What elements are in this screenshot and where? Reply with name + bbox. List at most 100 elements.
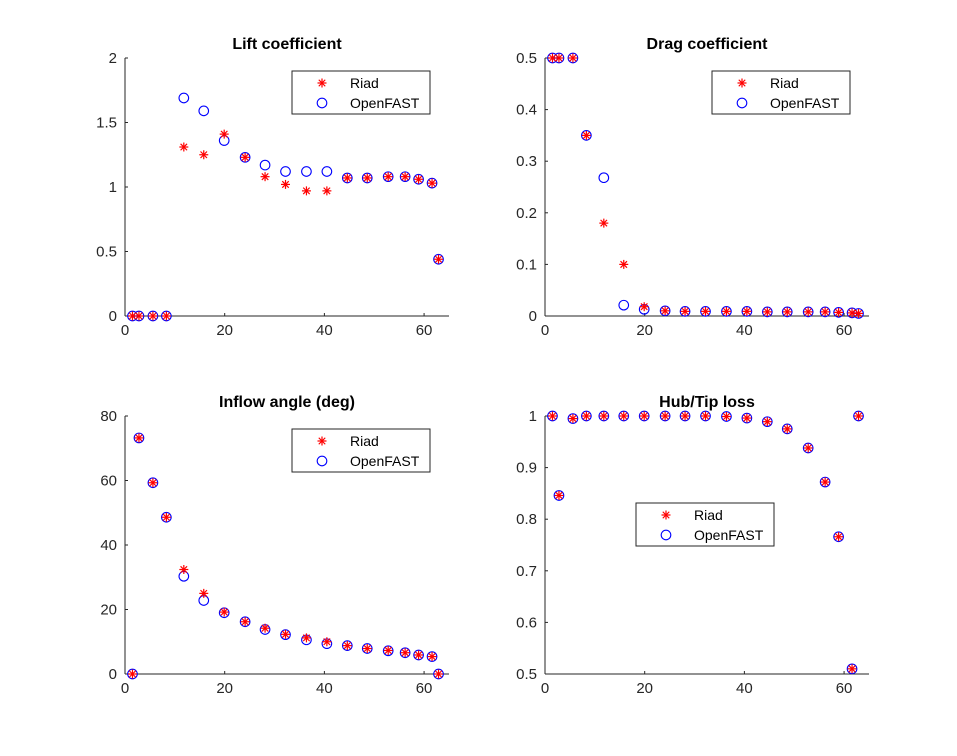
series-openfast [547,410,864,675]
data-point [383,645,393,655]
legend-marker-openfast [316,455,328,467]
x-tick-label: 40 [316,322,333,339]
data-point [426,651,438,662]
data-point [660,306,670,316]
data-point [280,166,291,177]
x-tick-label: 40 [316,680,333,697]
data-point [854,308,864,318]
data-point [413,173,424,185]
data-point [701,306,711,316]
data-point [281,179,291,189]
legend-label: Riad [694,507,723,523]
y-tick-label: 0.6 [516,614,537,631]
data-point [553,490,565,501]
data-point [127,668,138,680]
data-point [134,311,144,321]
data-point [239,616,251,628]
data-point [433,253,444,265]
data-point [854,411,864,421]
data-point [680,411,690,421]
data-point [581,130,591,140]
data-point [148,311,158,321]
data-point [400,172,410,182]
y-tick-label: 20 [100,602,117,619]
data-point [179,142,189,152]
data-point [721,306,732,317]
y-tick-label: 1.5 [96,115,117,132]
data-point [427,178,437,188]
legend: Riad OpenFAST [291,70,431,115]
data-point [802,306,814,318]
x-tick-label: 60 [416,680,433,697]
legend-box [291,428,431,473]
data-point [639,302,649,312]
data-point [179,565,189,575]
data-point [618,410,630,422]
data-point [568,53,578,63]
x-tick-label: 20 [636,322,653,339]
data-point [761,416,773,428]
data-point [161,310,172,322]
data-point [568,414,578,424]
legend-marker-riad [317,78,327,88]
x-tick-label: 40 [736,322,753,339]
data-point [741,412,753,424]
data-point [434,669,444,679]
data-point [567,413,579,424]
series-openfast [127,432,444,680]
x-tick-label: 60 [416,322,433,339]
legend-box [711,70,851,115]
legend-box [291,70,431,115]
chart-title: Drag coefficient [647,36,769,53]
legend-label: OpenFAST [694,527,764,543]
x-tick-label: 20 [636,680,653,697]
legend-label: Riad [770,75,799,91]
data-point [383,172,393,182]
x-tick-label: 20 [216,322,233,339]
y-tick-label: 0.7 [516,563,537,580]
chart-panel-2: Drag coefficient 0 20 40 60 0 0.1 0.2 0.3 0.4 0.5 R… [516,36,869,339]
data-point [599,411,609,421]
x-tick-label: 60 [836,680,853,697]
data-point [547,410,558,422]
legend: Riad OpenFAST [711,70,851,115]
y-tick-label: 0.3 [516,153,537,170]
data-point [399,647,411,659]
data-point [382,171,394,183]
y-tick-label: 0 [109,666,117,683]
y-tick-label: 0.5 [96,244,117,261]
y-tick-label: 0.4 [516,102,537,119]
data-point [321,166,333,177]
data-point [147,310,159,322]
chart-title: Hub/Tip loss [659,394,755,411]
data-point [599,218,609,228]
x-tick-label: 0 [541,322,549,339]
legend: Riad OpenFAST [291,428,431,473]
chart-panel-1: Lift coefficient 0 20 40 60 0 0.5 1 1.5 2 Riad Open… [96,36,449,339]
y-tick-label: 40 [100,537,117,554]
legend-marker-riad [317,436,327,446]
data-point [342,173,352,183]
data-point [741,306,753,317]
data-point [803,307,813,317]
legend: Riad OpenFAST [635,502,775,547]
data-point [833,531,844,543]
chart-title: Lift coefficient [232,36,342,53]
data-point [721,411,732,422]
x-tick-label: 0 [541,680,549,697]
data-point [679,306,691,317]
data-point [547,411,557,421]
data-point [322,186,332,196]
y-tick-label: 1 [109,179,117,196]
data-point [301,166,312,177]
data-point [721,306,731,316]
data-point [581,410,592,422]
data-point [199,150,209,160]
data-point [820,477,830,487]
y-tick-label: 0.9 [516,460,537,477]
data-point [414,174,424,184]
data-point [260,623,270,633]
data-point [834,532,844,542]
data-point [820,307,830,317]
data-point [819,306,831,318]
